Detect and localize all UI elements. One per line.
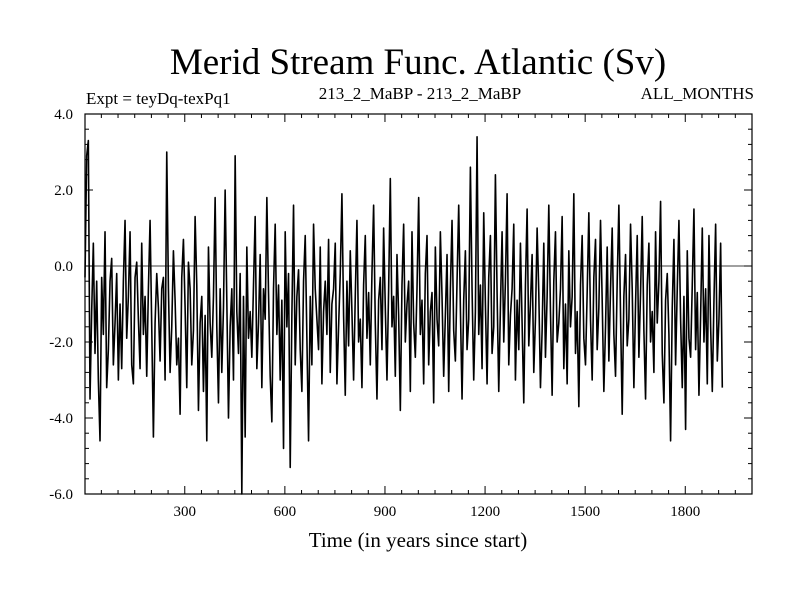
x-tick-label: 1200 (470, 504, 500, 520)
y-tick-label: 4.0 (54, 107, 73, 123)
y-tick-label: -4.0 (49, 411, 73, 427)
chart-title: Merid Stream Func. Atlantic (Sv) (170, 42, 666, 83)
y-tick-label: 0.0 (54, 259, 73, 275)
experiment-label: Expt = teyDq-texPq1 (86, 89, 231, 108)
x-tick-label: 1500 (570, 504, 600, 520)
y-tick-label: 2.0 (54, 183, 73, 199)
x-tick-label: 600 (274, 504, 297, 520)
y-tick-label: -2.0 (49, 335, 73, 351)
plot-area: 300 600 900 1200 1500 1800 -6.0 -4.0 -2.0 0.0 2.0 4… (49, 107, 753, 520)
x-tick-label: 1800 (670, 504, 700, 520)
y-tick-label: -6.0 (49, 487, 73, 503)
period-label: 213_2_MaBP - 213_2_MaBP (319, 84, 521, 103)
months-label: ALL_MONTHS (641, 84, 754, 103)
x-axis-label: Time (in years since start) (309, 528, 528, 552)
x-tick-label: 300 (174, 504, 197, 520)
series-line-0 (84, 136, 724, 495)
x-tick-label: 900 (374, 504, 397, 520)
